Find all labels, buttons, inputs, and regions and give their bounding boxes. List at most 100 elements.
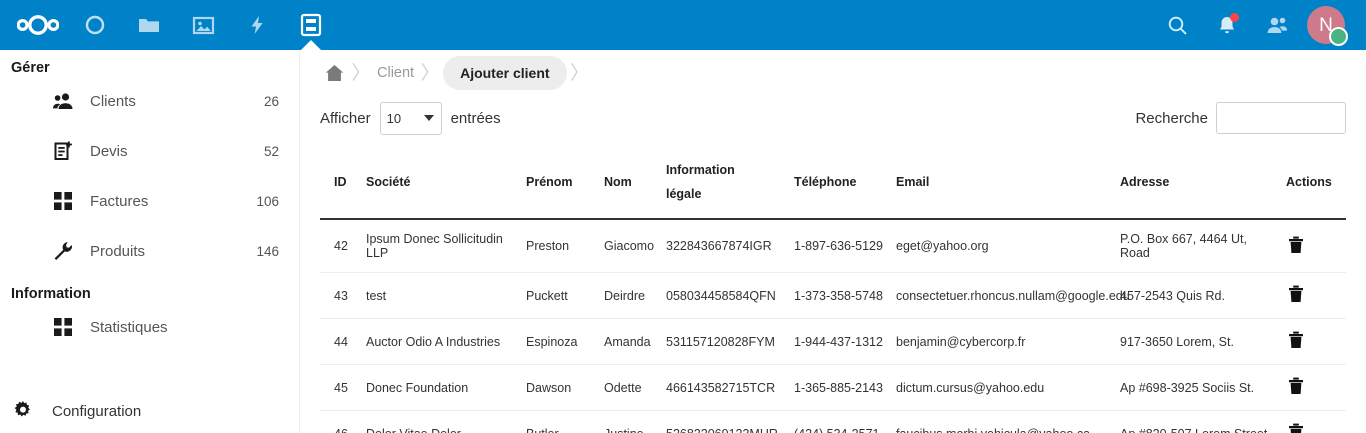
column-header-line2: légale (666, 187, 702, 201)
search-input[interactable] (1216, 102, 1346, 134)
contacts-icon[interactable] (1252, 0, 1302, 50)
sidebar-item-clients[interactable]: Clients 26 (0, 76, 299, 126)
column-header-actions: Actions (1286, 146, 1346, 220)
cell-id: 44 (320, 318, 366, 365)
cell-email: faucibus.morbi.vehicula@yahoo.ca (896, 410, 1120, 433)
table-body: 42 Ipsum Donec Sollicitudin LLP Preston … (320, 219, 1346, 433)
users-icon (52, 90, 74, 112)
breadcrumb-client[interactable]: Client (377, 65, 415, 81)
table-head: ID Société Prénom Nom Information légale… (320, 146, 1346, 220)
invoices-app-icon[interactable] (284, 0, 338, 50)
nextcloud-logo[interactable] (8, 0, 68, 50)
grid-icon (52, 316, 74, 338)
breadcrumb: 〉 Client 〉 Ajouter client 〉 (300, 50, 1366, 96)
sidebar-item-factures[interactable]: Factures 106 (0, 176, 299, 226)
table-row[interactable]: 45 Donec Foundation Dawson Odette 466143… (320, 364, 1346, 411)
trash-icon[interactable] (1286, 236, 1304, 254)
notifications-icon[interactable] (1202, 0, 1252, 50)
grid-icon (52, 190, 74, 212)
column-header-email[interactable]: Email (896, 146, 1120, 220)
sidebar-item-configuration[interactable]: Configuration (0, 389, 300, 433)
cell-telephone: 1-365-885-2143 (794, 364, 896, 411)
cell-email: dictum.cursus@yahoo.edu (896, 364, 1120, 411)
sidebar-item-count: 146 (256, 243, 279, 259)
home-icon[interactable] (320, 59, 348, 87)
column-header-societe[interactable]: Société (366, 146, 526, 220)
table-row[interactable]: 42 Ipsum Donec Sollicitudin LLP Preston … (320, 219, 1346, 273)
photos-icon[interactable] (176, 0, 230, 50)
cell-email: benjamin@cybercorp.fr (896, 318, 1120, 365)
search-icon[interactable] (1152, 0, 1202, 50)
trash-icon[interactable] (1286, 285, 1304, 303)
header-right-actions: N (1152, 0, 1366, 50)
breadcrumb-separator: 〉 (570, 62, 590, 84)
page-size-select[interactable]: 10 (379, 101, 442, 135)
wrench-icon (52, 240, 74, 262)
column-header-adresse[interactable]: Adresse (1120, 146, 1286, 220)
chevron-down-icon (423, 115, 434, 121)
cell-societe: Ipsum Donec Sollicitudin LLP (366, 219, 526, 273)
sidebar-item-label: Statistiques (90, 318, 168, 336)
sidebar-item-count: 106 (256, 193, 279, 209)
cell-actions (1286, 364, 1346, 411)
notification-badge (1230, 13, 1239, 22)
sidebar-item-produits[interactable]: Produits 146 (0, 226, 299, 276)
cell-societe: Donec Foundation (366, 364, 526, 411)
activity-icon[interactable] (230, 0, 284, 50)
cell-societe: Dolor Vitae Dolor (366, 410, 526, 433)
cell-nom: Odette (604, 364, 666, 411)
cell-prenom: Espinoza (526, 318, 604, 365)
page-size-value: 10 (386, 110, 402, 126)
column-header-prenom[interactable]: Prénom (526, 146, 604, 220)
sidebar-section-information: Information (11, 286, 91, 302)
cell-information-legale: 531157120828FYM (666, 318, 794, 365)
cell-id: 46 (320, 410, 366, 433)
table-row[interactable]: 43 test Puckett Deirdre 058034458584QFN … (320, 272, 1346, 319)
sidebar-section-manage: Gérer (11, 60, 50, 76)
table-row[interactable]: 46 Dolor Vitae Dolor Butler Justine 5268… (320, 410, 1346, 433)
column-header-information-legale[interactable]: Information légale (666, 146, 794, 220)
cell-prenom: Preston (526, 219, 604, 273)
cell-actions (1286, 410, 1346, 433)
cell-id: 45 (320, 364, 366, 411)
app-navigation-icons (68, 0, 338, 50)
clients-table: ID Société Prénom Nom Information légale… (320, 146, 1346, 433)
sidebar-item-label: Produits (90, 242, 146, 260)
dashboard-icon[interactable] (68, 0, 122, 50)
breadcrumb-current[interactable]: Ajouter client (443, 56, 567, 90)
column-header-id[interactable]: ID (320, 146, 366, 220)
cell-societe: test (366, 272, 526, 319)
search-label: Recherche (1135, 109, 1208, 127)
breadcrumb-separator: 〉 (420, 62, 440, 84)
cell-id: 43 (320, 272, 366, 319)
trash-icon[interactable] (1286, 377, 1304, 395)
cell-societe: Auctor Odio A Industries (366, 318, 526, 365)
cell-adresse: Ap #820-507 Lorem Street (1120, 410, 1286, 433)
sidebar-item-statistiques[interactable]: Statistiques (0, 302, 299, 352)
files-icon[interactable] (122, 0, 176, 50)
sidebar-item-label: Clients (90, 92, 136, 110)
table-row[interactable]: 44 Auctor Odio A Industries Espinoza Ama… (320, 318, 1346, 365)
document-add-icon (52, 140, 74, 162)
sidebar-item-devis[interactable]: Devis 52 (0, 126, 299, 176)
cell-information-legale: 526822069123MHR (666, 410, 794, 433)
column-header-telephone[interactable]: Téléphone (794, 146, 896, 220)
cell-nom: Amanda (604, 318, 666, 365)
table-controls: Afficher 10 entrées Recherche (320, 96, 1346, 140)
trash-icon[interactable] (1286, 331, 1304, 349)
app-header: N (0, 0, 1366, 50)
cell-telephone: 1-944-437-1312 (794, 318, 896, 365)
cell-prenom: Puckett (526, 272, 604, 319)
avatar[interactable]: N (1302, 1, 1350, 49)
cell-nom: Giacomo (604, 219, 666, 273)
entries-label: entrées (450, 109, 501, 127)
sidebar-item-label: Devis (90, 142, 128, 160)
cell-email: consectetuer.rhoncus.nullam@google.edu (896, 272, 1130, 319)
show-entries-label: Afficher (320, 109, 371, 127)
search-group: Recherche (1135, 102, 1346, 134)
cell-adresse: 917-3650 Lorem, St. (1120, 318, 1286, 365)
column-header-nom[interactable]: Nom (604, 146, 666, 220)
main-content: 〉 Client 〉 Ajouter client 〉 Afficher 10 … (300, 50, 1366, 433)
cell-nom: Justine (604, 410, 666, 433)
trash-icon[interactable] (1286, 423, 1304, 433)
